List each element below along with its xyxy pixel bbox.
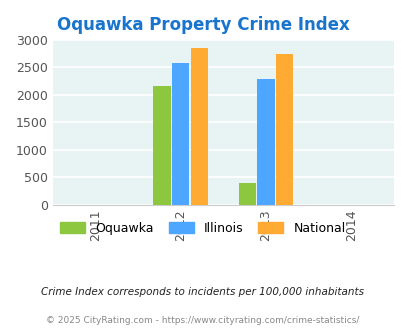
Legend: Oquawka, Illinois, National: Oquawka, Illinois, National [55,216,350,240]
Text: Crime Index corresponds to incidents per 100,000 inhabitants: Crime Index corresponds to incidents per… [41,287,364,297]
Bar [172,63,189,205]
Text: © 2025 CityRating.com - https://www.cityrating.com/crime-statistics/: © 2025 CityRating.com - https://www.city… [46,315,359,325]
Bar [153,86,170,205]
Bar [257,79,274,205]
Bar [275,54,292,205]
Text: Oquawka Property Crime Index: Oquawka Property Crime Index [56,16,349,35]
Bar [238,182,255,205]
Bar [190,48,207,205]
